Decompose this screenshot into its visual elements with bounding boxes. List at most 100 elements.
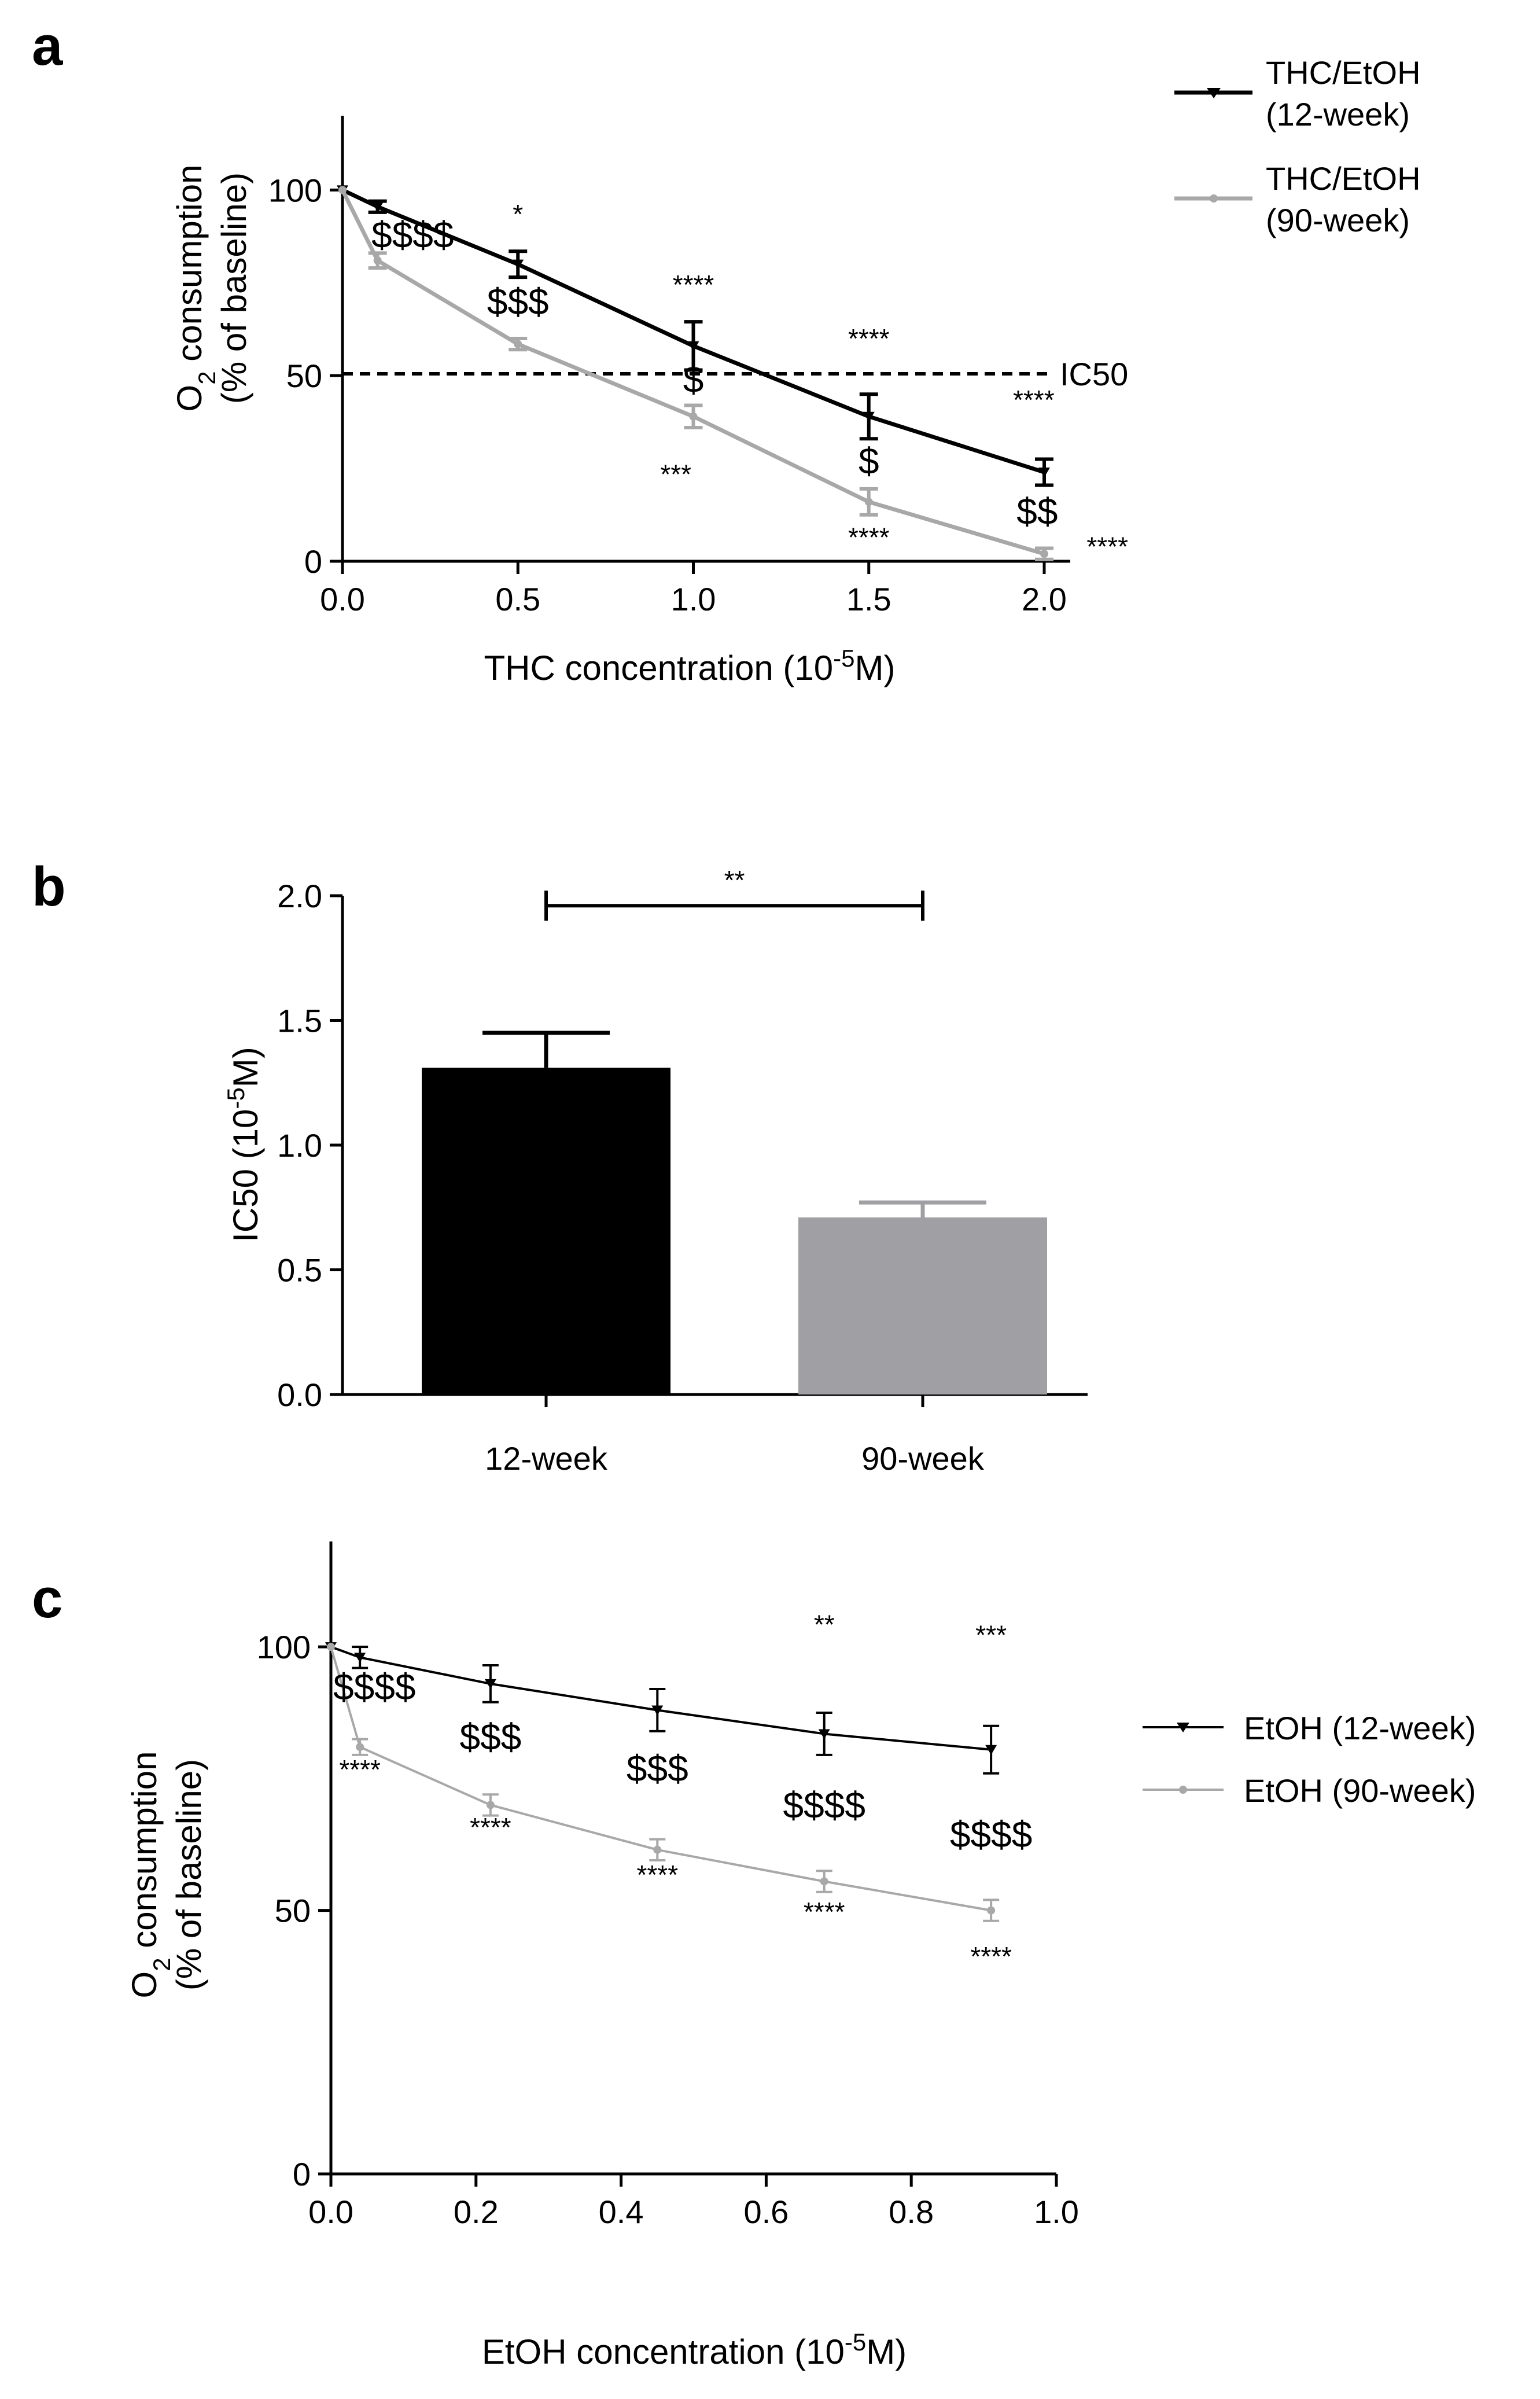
panel-a-annotations: $$$$ *$$$ ****$*******$********$$****	[371, 199, 1128, 561]
panel-b-axes: 0.0 0.5 1.0 1.5 2.0 12-week 90-week	[277, 878, 1088, 1477]
panel-b-bars	[422, 1031, 1047, 1394]
x-tick-label: 0.5	[495, 581, 540, 617]
series-1	[338, 186, 1053, 561]
data-point	[356, 1743, 364, 1752]
panel-c-series	[325, 1642, 1000, 1922]
x-tick-label: 1.5	[846, 581, 891, 617]
legend-c-label-12-week: EtOH (12-week)	[1244, 1710, 1476, 1746]
x-tick-label: 0.8	[889, 2194, 934, 2230]
panel-a-label: a	[32, 15, 63, 77]
panel-c-legend: EtOH (12-week) EtOH (90-week)	[1143, 1710, 1476, 1809]
y-tick-label: 50	[275, 1893, 311, 1929]
significance-dollar: $	[683, 359, 704, 400]
significance-dollar: $$	[1016, 491, 1058, 532]
panel-a-xlabel: THC concentration (10-5M)	[484, 645, 896, 688]
panel-c-ylabel-line2: (% of baseline)	[170, 1759, 208, 1990]
bar-12-week	[422, 1068, 670, 1394]
y-tick-label: 0.5	[277, 1252, 322, 1289]
x-tick-label: 0.4	[599, 2194, 644, 2230]
data-point	[864, 498, 873, 506]
panel-c-xlabel: EtOH concentration (10-5M)	[482, 2328, 907, 2372]
data-point	[689, 412, 698, 421]
data-point	[327, 1643, 335, 1651]
series-line	[340, 189, 1045, 556]
legend-a-label-90-week-line1: THC/EtOH	[1266, 160, 1421, 197]
ic50-label: IC50	[1060, 356, 1128, 392]
significance-dollar: $$$	[627, 1747, 688, 1789]
y-tick-label: 100	[268, 172, 322, 208]
panel-b-bar-chart: b 0.0 0.5 1.0 1.5 2.0 12-week 90-week ** IC50 …	[32, 856, 1088, 1477]
panel-a-ylabel-line1: O2 consumption	[170, 165, 220, 412]
x-tick-label: 0.0	[308, 2194, 353, 2230]
y-tick-label: 2.0	[277, 878, 322, 914]
y-tick-label: 0.0	[277, 1377, 322, 1413]
data-point	[371, 202, 384, 212]
series-line	[330, 1646, 992, 1912]
data-point	[484, 1679, 496, 1689]
panel-c-axes: 0 50 100 0.0 0.2 0.4 0.6 0.8 1.0	[257, 1541, 1079, 2230]
significance-dollar: $$$	[487, 281, 549, 322]
significance-stars: ****	[1013, 385, 1055, 415]
legend-a-label-12-week-line2: (12-week)	[1266, 96, 1410, 133]
legend-c-label-90-week: EtOH (90-week)	[1244, 1772, 1476, 1809]
x-tick-label: 1.0	[1034, 2194, 1079, 2230]
x-category-label: 90-week	[861, 1440, 985, 1477]
significance-stars: **	[724, 865, 745, 895]
data-point	[1038, 468, 1050, 477]
data-point	[373, 256, 382, 265]
significance-dollar: $$$$	[371, 214, 454, 256]
x-tick-label: 1.0	[671, 581, 716, 617]
series-line	[330, 1646, 992, 1751]
data-point	[818, 1729, 830, 1739]
y-tick-label: 1.5	[277, 1003, 322, 1039]
significance-dollar: $$$$	[333, 1666, 415, 1708]
x-category-label: 12-week	[485, 1440, 608, 1477]
series-line	[341, 188, 1045, 474]
series-1	[327, 1643, 1000, 1922]
panel-a-legend: THC/EtOH (12-week) THC/EtOH (90-week)	[1174, 54, 1421, 238]
y-tick-label: 1.0	[277, 1127, 322, 1164]
data-point	[486, 1801, 495, 1809]
series-0	[337, 185, 1053, 487]
significance-stars: ****	[804, 1897, 845, 1927]
significance-dollar: $$$	[459, 1716, 521, 1758]
panel-c-label: c	[32, 1568, 62, 1629]
data-point	[653, 1845, 662, 1854]
data-point	[1040, 550, 1048, 558]
data-point	[985, 1745, 997, 1755]
data-point	[820, 1877, 828, 1886]
data-point	[354, 1653, 366, 1663]
panel-c-ylabel-line1: O2 consumption	[125, 1752, 175, 1999]
x-tick-label: 0.2	[454, 2194, 499, 2230]
panel-a-ylabel-line2: (% of baseline)	[215, 172, 253, 404]
legend-a-label-12-week-line1: THC/EtOH	[1266, 54, 1421, 91]
significance-stars: ****	[848, 522, 890, 552]
panel-b-ylabel: IC50 (10-5M)	[222, 1047, 266, 1242]
significance-stars: ***	[975, 1620, 1007, 1650]
significance-stars: ****	[673, 270, 714, 300]
y-tick-label: 0	[293, 2156, 311, 2192]
significance-stars: ****	[970, 1941, 1012, 1971]
panel-a-series	[337, 185, 1053, 561]
panel-b-significance: **	[544, 865, 924, 921]
significance-stars: ****	[636, 1860, 678, 1890]
significance-stars: ****	[470, 1812, 511, 1842]
legend-c-marker-90-week	[1179, 1786, 1187, 1794]
x-tick-label: 0.6	[743, 2194, 789, 2230]
y-tick-label: 100	[257, 1629, 311, 1665]
significance-dollar: $	[859, 440, 879, 482]
panel-b-label: b	[32, 856, 66, 918]
y-tick-label: 0	[304, 543, 322, 580]
significance-stars: ****	[848, 323, 890, 354]
panel-c-line-chart: c 0 50 100 0.0 0.2 0.4 0.6 0.8 1.0 $$$$ **** $$$ **…	[32, 1541, 1476, 2371]
legend-c-marker-12-week	[1177, 1723, 1189, 1732]
legend-a-label-90-week-line2: (90-week)	[1266, 202, 1410, 238]
data-point	[863, 411, 875, 422]
significance-stars: ****	[1086, 531, 1128, 561]
significance-dollar: $$$$	[783, 1784, 865, 1826]
legend-a-marker-90-week	[1210, 194, 1218, 203]
data-point	[512, 259, 524, 270]
data-point	[687, 341, 699, 351]
